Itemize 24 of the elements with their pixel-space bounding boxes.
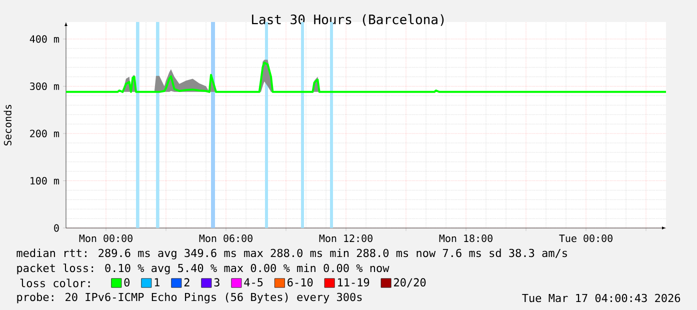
text: probe: 20 IPv6-ICMP Echo Pings (56 Bytes) every 300s <box>17 292 362 304</box>
x-tick-label: Tue 00:00 <box>559 234 612 242</box>
legend-label: 6-10 <box>288 278 313 286</box>
y-tick-label: 400 m <box>30 35 60 43</box>
legend-label: 3 <box>214 278 220 286</box>
y-tick-label: 100 m <box>30 176 60 185</box>
x-tick-label: Mon 06:00 <box>199 234 252 242</box>
legend-label: 11-19 <box>338 278 370 286</box>
text: Tue Mar 17 04:00:43 2026 <box>522 294 680 302</box>
y-tick-label: 300 m <box>30 82 60 90</box>
y-tick-label: 0 <box>54 224 59 232</box>
y-tick-label: 200 m <box>30 130 60 138</box>
legend-title: loss color: <box>20 278 90 288</box>
y-axis-title: Seconds <box>4 104 12 146</box>
legend-label: 20/20 <box>394 278 426 288</box>
legend-label: 0 <box>124 278 130 286</box>
legend-label: 2 <box>184 278 190 286</box>
x-tick-label: Mon 00:00 <box>79 234 132 242</box>
x-tick-label: Mon 18:00 <box>439 234 492 242</box>
legend-label: 4-5 <box>244 278 263 286</box>
legend-label: 1 <box>154 278 160 286</box>
text: packet loss: 0.10 % avg 5.40 % max 0.00 % min 0.00 % now <box>17 264 390 274</box>
x-tick-label: Mon 12:00 <box>319 234 372 242</box>
text: median rtt: 289.6 ms avg 349.6 ms max 288.0 ms min 288.0 ms now 7.6 ms sd 38.3 am/s <box>16 248 567 260</box>
